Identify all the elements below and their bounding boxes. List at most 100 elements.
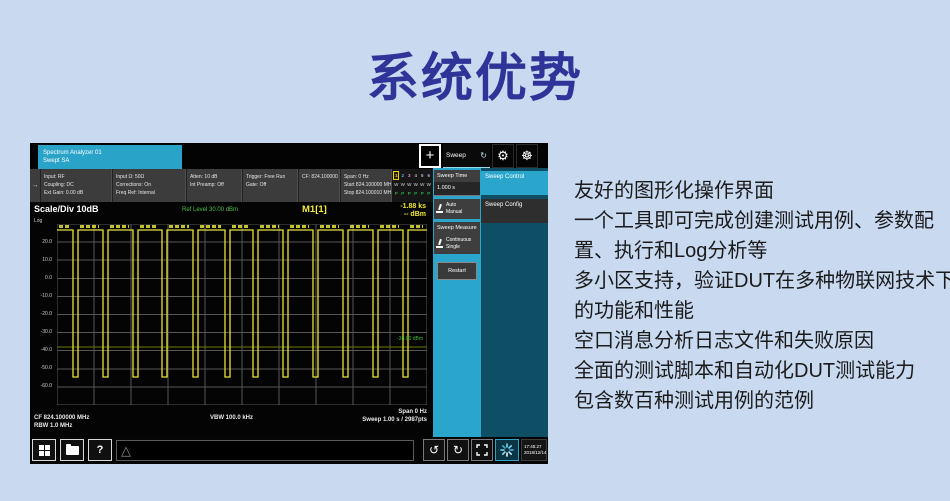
app-tab-line2: Swept SA	[43, 158, 70, 164]
trace-indicator[interactable]: P	[414, 191, 418, 196]
input-arrow-icon: →	[31, 182, 39, 189]
trace-indicator[interactable]: W	[400, 182, 405, 187]
taskbar: ? △ ↺ ↻	[30, 437, 548, 464]
feature-item: 空口消息分析日志文件和失败原因	[574, 330, 874, 352]
toggle-lever-icon	[436, 240, 443, 248]
sweep-menu-dropdown[interactable]: Sweep ↻	[443, 144, 490, 168]
y-axis-tick-label: 0.0	[45, 274, 52, 281]
settings-group[interactable]: Atten: 10 dB Int Preamp: Off	[185, 169, 242, 202]
scale-per-div-label: Scale/Div 10dB	[34, 204, 99, 214]
manual-option: Manual	[446, 209, 463, 215]
settings-group[interactable]: Span: 0 Hz Start 824.100000 MHz Stop 824.1…	[339, 169, 392, 202]
cf-value: CF 824.100000 MHz	[34, 415, 90, 421]
feature-item: 多小区支持，验证DUT在多种物联网技术下的功能和性能	[574, 270, 950, 322]
add-window-button[interactable]: +	[419, 144, 441, 168]
tab-swept-sa[interactable]: Spectrum Analyzer 01 Swept SA	[38, 145, 182, 169]
vbw-annotation: VBW 100.0 kHz	[209, 415, 254, 421]
trace-indicator[interactable]: 1	[392, 171, 400, 180]
page-title: 系统优势	[366, 50, 583, 108]
file-explorer-button[interactable]	[60, 439, 84, 461]
trace-indicator[interactable]: 3	[407, 173, 411, 178]
analyzer-titlebar: Spectrum Analyzer 01 Swept SA + Sweep ↻ …	[30, 143, 548, 169]
spinner-icon	[500, 443, 514, 457]
feature-item: 友好的图形化操作界面	[574, 180, 774, 202]
date-text: 2018/12/14	[524, 450, 547, 455]
auto-option: Auto	[446, 202, 457, 208]
sweep-time-label: Sweep Time	[434, 170, 480, 182]
undo-icon: ↺	[428, 443, 440, 457]
trace-indicator[interactable]: W	[407, 182, 412, 187]
busy-spinner-button[interactable]	[495, 439, 519, 461]
tab-sweep-control[interactable]: Sweep Control	[481, 171, 548, 195]
settings-group[interactable]: Input Ω: 50Ω Corrections: On Freq Ref: Int…	[111, 169, 186, 202]
time-text: 17:45:27	[524, 444, 542, 449]
spectrum-analyzer-window: Spectrum Analyzer 01 Swept SA + Sweep ↻ …	[30, 143, 548, 464]
settings-gear-button[interactable]: ⚙	[492, 144, 514, 168]
continuous-single-toggle[interactable]: Continuous Single	[434, 234, 480, 254]
trace-indicator[interactable]: W	[420, 182, 425, 187]
trace-indicator[interactable]: P	[407, 191, 411, 196]
trace-indicator[interactable]: W	[413, 182, 418, 187]
freq-annotation: CF 824.100000 MHz RBW 1.0 MHz	[34, 414, 89, 430]
settings-bar: → Input: RF Coupling: DC Ext Gain: 0.00 dB…	[30, 169, 433, 202]
feature-list: 友好的图形化操作界面一个工具即可完成创建测试用例、参数配置、执行和Log分析等多…	[574, 176, 950, 416]
fullscreen-button[interactable]	[471, 439, 493, 461]
warning-triangle-icon: △	[121, 443, 131, 458]
feature-item: 包含数百种测试用例的范例	[574, 390, 814, 412]
help-button[interactable]: ?	[88, 439, 112, 461]
sweep-value: Sweep 1.00 s / 2987pts	[362, 417, 427, 423]
trace-indicator[interactable]: 2	[401, 173, 404, 178]
marker-label: M1[1]	[302, 204, 327, 215]
log-scale-label: Log	[34, 218, 43, 224]
wheel-icon: ☸	[521, 148, 533, 163]
rbw-value: RBW 1.0 MHz	[34, 423, 73, 429]
trace-indicator[interactable]: 6	[427, 173, 430, 178]
y-axis-tick-label: -30.0	[40, 329, 52, 336]
windows-icon	[38, 444, 50, 456]
span-value: Span 0 Hz	[398, 409, 427, 415]
redo-button[interactable]: ↻	[447, 439, 469, 461]
clock-display: 17:45:27 2018/12/14	[521, 439, 547, 461]
redo-icon: ↻	[452, 443, 464, 457]
y-axis-labels: 20.0 10.0 0.0 -10.0 -20.0 -30.0 -40.0 -50.0 -60.…	[30, 224, 54, 405]
marker-readout: -1.88 ks -- dBm	[400, 203, 426, 219]
folder-icon	[65, 443, 79, 455]
settings-group[interactable]: Input: RF Coupling: DC Ext Gain: 0.00 dB	[39, 169, 112, 202]
graticule: -38.00 dBm	[57, 224, 427, 405]
marker-x-value: -1.88 ks	[400, 203, 426, 210]
sweep-time-value-field[interactable]: 1.000 s	[434, 182, 480, 196]
display-line-label: -38.00 dBm	[397, 336, 423, 342]
trace-indicator[interactable]: P	[427, 191, 431, 196]
y-axis-tick-label: -50.0	[40, 365, 52, 372]
trace-indicator[interactable]: 5	[420, 173, 424, 178]
toggle-lever-icon	[436, 205, 443, 213]
refresh-icon: ↻	[480, 150, 487, 160]
settings-group[interactable]: CF: 824.100000 MHz	[297, 169, 340, 202]
menu-tab-column: Sweep Control Sweep Config	[481, 168, 548, 437]
feature-item: 一个工具即可完成创建测试用例、参数配置、执行和Log分析等	[574, 210, 934, 262]
ref-level-label: Ref Level 30.00 dBm	[182, 207, 239, 213]
trace-indicator[interactable]: W	[426, 182, 431, 187]
single-option: Single	[446, 244, 460, 250]
windows-start-button[interactable]	[32, 439, 56, 461]
message-bar: △	[116, 440, 414, 461]
plot-area: Scale/Div 10dB Ref Level 30.00 dBm M1[1]…	[30, 202, 433, 437]
sweep-menu-panel: Sweep Time 1.000 s Auto Manual Sweep Mea…	[433, 168, 481, 437]
tab-sweep-config[interactable]: Sweep Config	[481, 199, 548, 223]
settings-group[interactable]: Trigger: Free Run Gate: Off	[241, 169, 298, 202]
auto-manual-toggle[interactable]: Auto Manual	[434, 199, 480, 219]
y-axis-tick-label: 20.0	[42, 238, 52, 245]
restart-button[interactable]: Restart	[436, 262, 478, 280]
app-tab-line1: Spectrum Analyzer 01	[43, 150, 102, 156]
feature-item: 全面的测试脚本和自动化DUT测试能力	[574, 360, 916, 382]
gear-icon: ⚙	[497, 148, 509, 163]
system-wheel-button[interactable]: ☸	[516, 144, 538, 168]
trace-indicator[interactable]: P	[420, 191, 424, 196]
undo-button[interactable]: ↺	[423, 439, 445, 461]
trace-indicator[interactable]: W	[394, 182, 399, 187]
trace-indicator[interactable]: P	[394, 191, 398, 196]
trace-indicator[interactable]: 4	[414, 173, 417, 178]
trace-indicator[interactable]: P	[401, 191, 405, 196]
